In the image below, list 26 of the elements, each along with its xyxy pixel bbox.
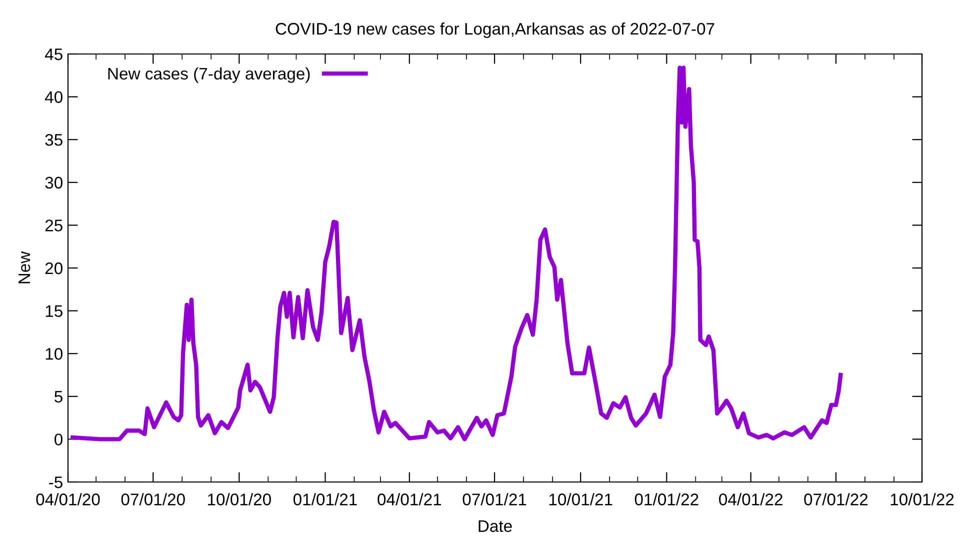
x-tick-label: 07/01/20 [121, 493, 185, 506]
y-tick-label: 30 [45, 176, 62, 189]
y-tick-label: 20 [45, 262, 62, 274]
y-tick-label: 0 [54, 434, 62, 446]
y-tick-label: 15 [46, 305, 62, 318]
chart-title: COVID-19 new cases for Logan,Arkansas as of 2022-07-07 [276, 22, 714, 38]
x-tick-label: 10/01/20 [208, 493, 271, 506]
y-tick-label: 5 [54, 390, 62, 403]
x-tick-label: 01/01/22 [634, 493, 698, 506]
legend-label: New cases (7-day average) [108, 67, 310, 83]
x-axis-title: Date [478, 520, 512, 532]
x-tick-label: 04/01/22 [719, 493, 782, 506]
y-tick-label: 10 [46, 348, 62, 360]
y-tick-label: 45 [44, 48, 62, 60]
x-tick-label: 10/01/21 [549, 493, 612, 506]
x-tick-label: 04/01/21 [378, 493, 442, 506]
x-tick-label: 07/01/22 [804, 493, 868, 506]
x-tick-label: 10/01/22 [890, 493, 954, 506]
x-tick-label: 04/01/20 [36, 493, 100, 506]
x-tick-label: 01/01/21 [293, 493, 357, 506]
y-tick-label: 25 [45, 220, 62, 232]
y-tick-label: 35 [45, 134, 62, 146]
y-axis-title: New [18, 251, 30, 284]
x-tick-label: 07/01/21 [462, 493, 526, 506]
y-tick-label: 40 [44, 91, 62, 104]
y-tick-label: -5 [49, 476, 62, 488]
